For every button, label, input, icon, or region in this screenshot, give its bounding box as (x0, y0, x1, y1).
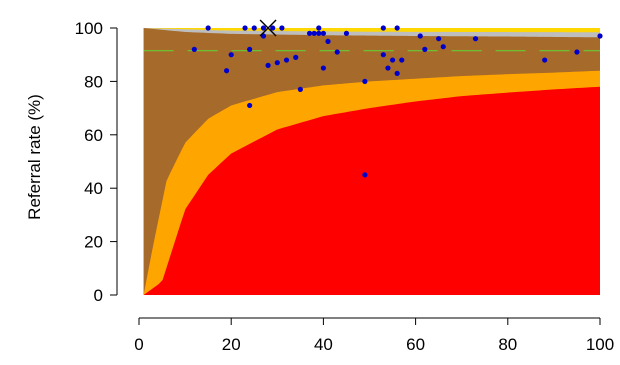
data-point (293, 54, 299, 60)
data-point (597, 33, 603, 39)
data-point (223, 68, 230, 74)
data-point (311, 30, 317, 36)
data-point (260, 25, 267, 31)
data-point (394, 70, 400, 76)
y-tick-label: 20 (84, 233, 103, 252)
data-point (191, 46, 197, 52)
data-point (320, 65, 326, 71)
data-point (316, 30, 322, 36)
data-point (542, 57, 548, 63)
data-point (362, 172, 368, 178)
x-tick-label: 40 (314, 335, 333, 354)
data-point (394, 25, 400, 31)
data-point (472, 36, 479, 42)
data-point (320, 30, 326, 36)
y-tick-label: 40 (84, 179, 103, 198)
band-area (143, 86, 601, 296)
x-tick-label: 100 (586, 335, 614, 354)
x-tick-label: 80 (498, 335, 517, 354)
data-point (228, 52, 234, 58)
x-tick-label: 20 (222, 335, 241, 354)
y-tick-label: 60 (84, 126, 103, 145)
highlight-marker (259, 19, 277, 37)
data-point (422, 46, 428, 52)
data-point (297, 86, 303, 93)
y-tick-label: 100 (75, 19, 103, 38)
y-tick-label: 0 (94, 286, 103, 305)
data-point (325, 38, 331, 44)
data-point (385, 65, 391, 71)
data-point (440, 44, 446, 50)
axes-layer: 0 20 40 60 80 100 0 20 40 60 80 100 (75, 19, 615, 354)
data-point (389, 57, 396, 63)
data-point (274, 60, 280, 66)
data-point (242, 25, 248, 31)
data-point (399, 57, 405, 63)
data-point (316, 25, 322, 31)
data-point (270, 25, 276, 31)
y-tick-label: 80 (84, 72, 103, 91)
data-point (283, 57, 290, 63)
data-point (265, 62, 271, 68)
data-point (334, 49, 340, 55)
data-point (343, 30, 350, 36)
data-point (306, 30, 313, 36)
data-point (279, 25, 285, 31)
y-axis-label: Referral rate (%) (25, 94, 44, 220)
data-point (417, 33, 423, 39)
points-layer (191, 19, 603, 178)
data-point (574, 49, 580, 55)
bands-layer (143, 28, 601, 296)
data-point (380, 52, 386, 58)
data-point (436, 36, 442, 42)
data-point (251, 25, 257, 31)
data-point (362, 78, 368, 84)
x-tick-label: 0 (134, 335, 143, 354)
data-point (380, 25, 386, 31)
data-point (247, 46, 253, 52)
data-point (205, 25, 211, 31)
data-point (247, 102, 253, 109)
x-tick-label: 60 (406, 335, 425, 354)
